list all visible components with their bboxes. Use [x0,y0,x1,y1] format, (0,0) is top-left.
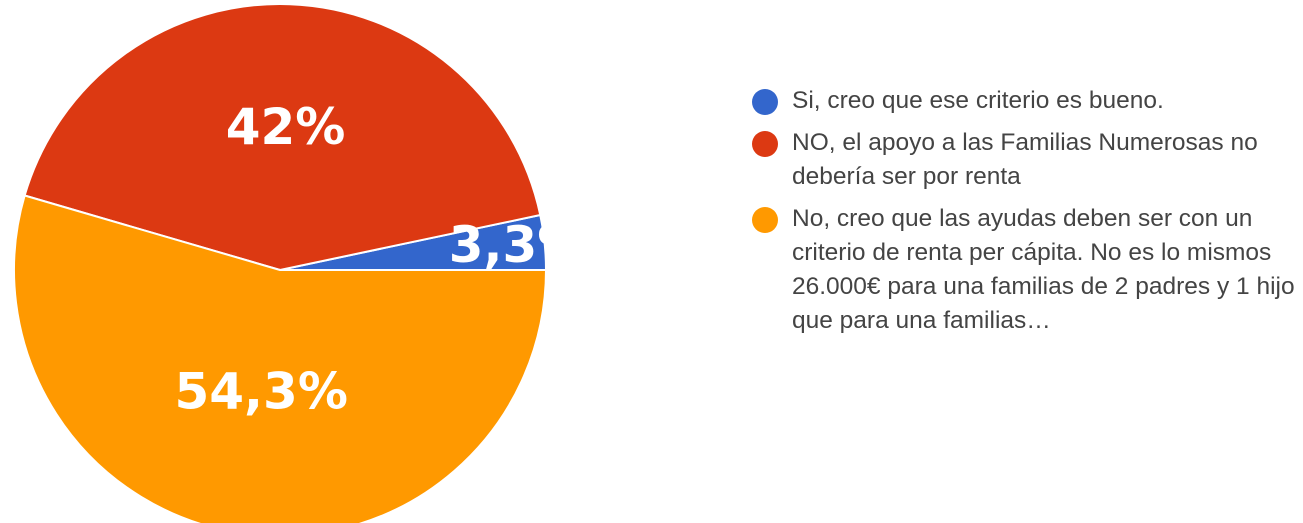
legend: Si, creo que ese criterio es bueno. NO, … [752,84,1302,346]
legend-item-no-renta[interactable]: NO, el apoyo a las Familias Numerosas no… [752,126,1302,194]
pie-plot-area: 3,3% 42% 54,3% [13,3,560,523]
legend-swatch-no-per-capita [752,207,778,233]
pie-slice-no-renta[interactable] [23,3,542,272]
pie-slice-no-per-capita[interactable] [13,194,548,523]
legend-label-no-renta: NO, el apoyo a las Familias Numerosas no… [792,129,1258,190]
pie-slice-labels: 3,3% 42% 54,3% [174,98,560,421]
legend-label-si: Si, creo que ese criterio es bueno. [792,87,1164,114]
legend-swatch-si [752,89,778,115]
legend-item-no-per-capita[interactable]: No, creo que las ayudas deben ser con un… [752,202,1302,338]
legend-item-si[interactable]: Si, creo que ese criterio es bueno. [752,84,1302,118]
legend-label-no-per-capita: No, creo que las ayudas deben ser con un… [792,205,1295,334]
slice-label-no-renta: 42% [226,98,346,156]
legend-swatch-no-renta [752,131,778,157]
slice-label-no-per-capita: 54,3% [174,363,347,421]
pie-slices [13,3,548,523]
slice-label-si: 3,3% [449,216,560,274]
